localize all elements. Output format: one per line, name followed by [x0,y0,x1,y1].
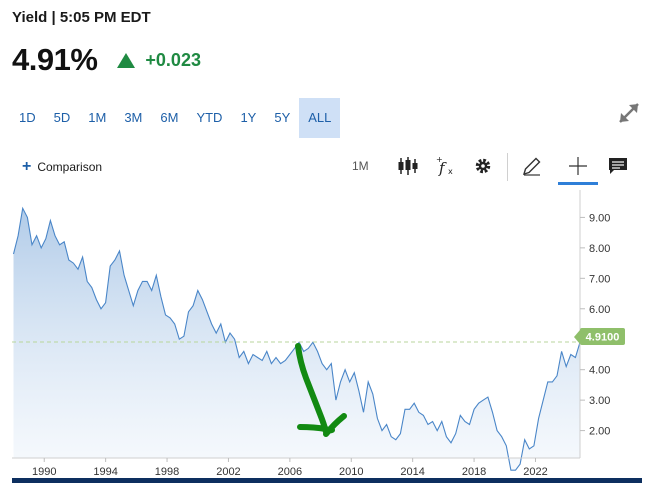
y-tick-label: 3.00 [589,395,610,407]
comment-icon[interactable] [606,154,630,178]
comparison-button[interactable]: + Comparison [22,158,103,175]
x-tick-label: 2018 [462,466,486,478]
plus-icon: + [22,158,32,175]
candlestick-icon[interactable] [396,154,420,178]
yield-chart[interactable]: 2.003.004.005.006.007.008.009.0019901994… [0,190,654,478]
range-tabs: 1D 5D 1M 3M 6M YTD 1Y 5Y ALL [10,98,341,138]
price-value: 4.91% [12,42,98,77]
yield-header: Yield | 5:05 PM EDT [12,9,151,26]
gear-icon[interactable] [471,154,495,178]
range-tab-1m[interactable]: 1M [88,110,107,125]
y-tick-label: 8.00 [589,243,610,255]
range-tab-6m[interactable]: 6M [160,110,179,125]
x-tick-label: 2010 [339,466,363,478]
y-tick-label: 9.00 [589,212,610,224]
up-triangle-icon [117,52,136,68]
x-tick-label: 1998 [155,466,179,478]
badge-layer: 4.9100 [574,328,625,345]
crosshair-icon[interactable] [566,154,590,178]
y-tick-label: 6.00 [589,304,610,316]
range-tab-1y[interactable]: 1Y [240,110,257,125]
chart-toolbar: + Comparison 1M + f x [0,150,654,188]
comparison-label: Comparison [37,160,103,174]
range-tab-5d[interactable]: 5D [53,110,71,125]
x-tick-label: 2014 [400,466,424,478]
x-tick-label: 2006 [278,466,302,478]
current-value-pointer [574,330,580,344]
function-icon[interactable]: + f x [434,154,458,178]
change-wrap: +0.023 [117,50,201,71]
change-value: +0.023 [145,49,201,70]
pencil-icon[interactable] [520,154,544,178]
x-tick-label: 1990 [32,466,56,478]
range-tab-5y[interactable]: 5Y [274,110,291,125]
svg-text:x: x [448,167,453,176]
price-row: 4.91% +0.023 [12,40,201,80]
range-tab-3m[interactable]: 3M [124,110,143,125]
area-layer [12,206,581,471]
interval-button[interactable]: 1M [352,159,369,173]
current-value-badge [580,328,625,345]
axis-layer: 2.003.004.005.006.007.008.009.0019901994… [12,190,610,478]
range-tab-all[interactable]: ALL [299,98,341,138]
y-tick-label: 7.00 [589,273,610,285]
svg-text:+: + [436,155,443,164]
toolbar-separator [507,153,508,181]
annotation-arrow-icon [295,343,347,437]
expand-icon[interactable] [614,98,644,128]
x-tick-label: 2002 [216,466,240,478]
y-tick-label: 4.00 [589,365,610,377]
current-value-label: 4.9100 [586,332,620,344]
x-tick-label: 1994 [93,466,117,478]
series-area [13,208,580,471]
range-tab-1d[interactable]: 1D [19,110,36,125]
annotation-layer [295,343,347,437]
crosshair-active-indicator [558,182,598,185]
svg-text:f: f [438,159,447,177]
y-tick-label: 2.00 [589,426,610,438]
x-tick-label: 2022 [523,466,547,478]
bottom-bar [12,478,642,483]
range-tab-ytd[interactable]: YTD [196,110,223,125]
